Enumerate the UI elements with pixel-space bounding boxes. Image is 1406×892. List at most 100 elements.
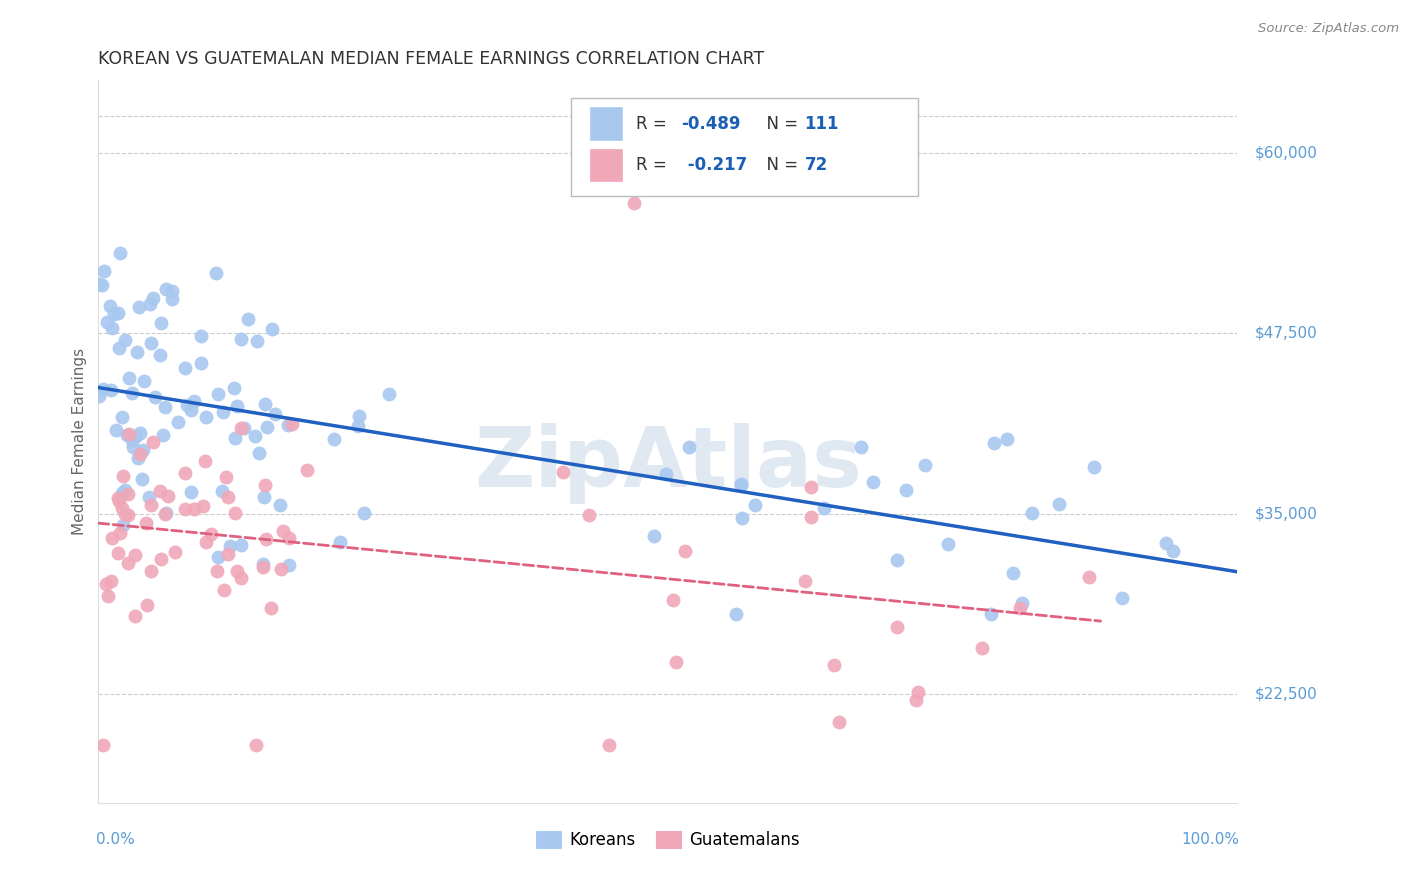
Point — [207, 549, 229, 564]
Point — [211, 405, 233, 419]
Point — [107, 306, 129, 320]
Point — [256, 419, 278, 434]
Point — [1111, 591, 1133, 606]
Point — [1047, 497, 1070, 511]
Point — [173, 466, 195, 480]
Point — [662, 593, 685, 607]
Text: -0.489: -0.489 — [682, 115, 741, 133]
Point — [246, 334, 269, 348]
Point — [149, 348, 172, 362]
Point — [155, 281, 177, 295]
Point — [176, 398, 198, 412]
Point — [107, 491, 129, 506]
Text: 72: 72 — [804, 156, 828, 174]
Point — [598, 738, 620, 752]
Point — [277, 418, 299, 433]
Point — [217, 547, 239, 561]
Point — [980, 607, 1002, 621]
Point — [1161, 544, 1184, 558]
Point — [91, 738, 114, 752]
Point — [215, 470, 238, 484]
Point — [378, 387, 401, 401]
Point — [141, 499, 163, 513]
Point — [149, 552, 172, 566]
Point — [253, 490, 276, 504]
Point — [665, 655, 688, 669]
Point — [149, 317, 172, 331]
Point — [142, 291, 165, 305]
Point — [183, 393, 205, 408]
Point — [229, 332, 252, 346]
Point — [730, 478, 752, 492]
Point — [115, 428, 138, 442]
Point — [101, 531, 124, 545]
Point — [138, 490, 160, 504]
Point — [229, 421, 252, 435]
Point — [813, 500, 835, 515]
Point — [225, 564, 247, 578]
Point — [229, 538, 252, 552]
Point — [107, 546, 129, 560]
Text: R =: R = — [636, 115, 672, 133]
Y-axis label: Median Female Earnings: Median Female Earnings — [72, 348, 87, 535]
Point — [578, 508, 600, 523]
Point — [886, 553, 908, 567]
Point — [907, 684, 929, 698]
Point — [118, 370, 141, 384]
Point — [643, 529, 665, 543]
Text: -0.217: -0.217 — [682, 156, 747, 174]
Point — [731, 511, 754, 525]
Point — [995, 432, 1018, 446]
Point — [157, 489, 180, 503]
Point — [254, 533, 277, 547]
Point — [114, 333, 136, 347]
Point — [678, 440, 700, 454]
Point — [800, 509, 823, 524]
Point — [134, 374, 156, 388]
Point — [174, 502, 197, 516]
Point — [155, 401, 177, 415]
Point — [347, 419, 370, 434]
Point — [271, 524, 294, 539]
Point — [167, 415, 190, 429]
Point — [174, 361, 197, 376]
Point — [180, 402, 202, 417]
Point — [96, 315, 118, 329]
Point — [128, 425, 150, 440]
FancyBboxPatch shape — [591, 149, 623, 181]
Point — [111, 517, 134, 532]
Point — [269, 499, 291, 513]
Point — [89, 389, 111, 403]
Point — [100, 383, 122, 397]
Point — [233, 421, 256, 435]
Text: $47,500: $47,500 — [1254, 326, 1317, 341]
Text: 111: 111 — [804, 115, 839, 133]
Point — [134, 516, 156, 531]
Point — [295, 462, 318, 476]
Point — [260, 600, 283, 615]
Point — [90, 278, 112, 293]
Point — [87, 277, 110, 291]
Point — [277, 531, 299, 545]
Text: KOREAN VS GUATEMALAN MEDIAN FEMALE EARNINGS CORRELATION CHART: KOREAN VS GUATEMALAN MEDIAN FEMALE EARNI… — [98, 50, 765, 68]
Point — [263, 407, 285, 421]
Point — [1021, 506, 1043, 520]
Point — [141, 336, 163, 351]
Point — [254, 477, 277, 491]
Point — [823, 657, 845, 672]
Point — [724, 607, 747, 622]
Point — [162, 284, 184, 298]
Point — [1077, 570, 1099, 584]
Point — [211, 484, 233, 499]
Point — [224, 431, 246, 445]
Point — [107, 494, 129, 508]
Point — [207, 387, 229, 401]
Text: $60,000: $60,000 — [1254, 145, 1317, 160]
Legend: Koreans, Guatemalans: Koreans, Guatemalans — [530, 824, 806, 856]
Point — [247, 446, 270, 460]
Point — [886, 620, 908, 634]
Point — [353, 507, 375, 521]
Point — [100, 299, 122, 313]
Point — [245, 429, 267, 443]
Point — [262, 322, 284, 336]
